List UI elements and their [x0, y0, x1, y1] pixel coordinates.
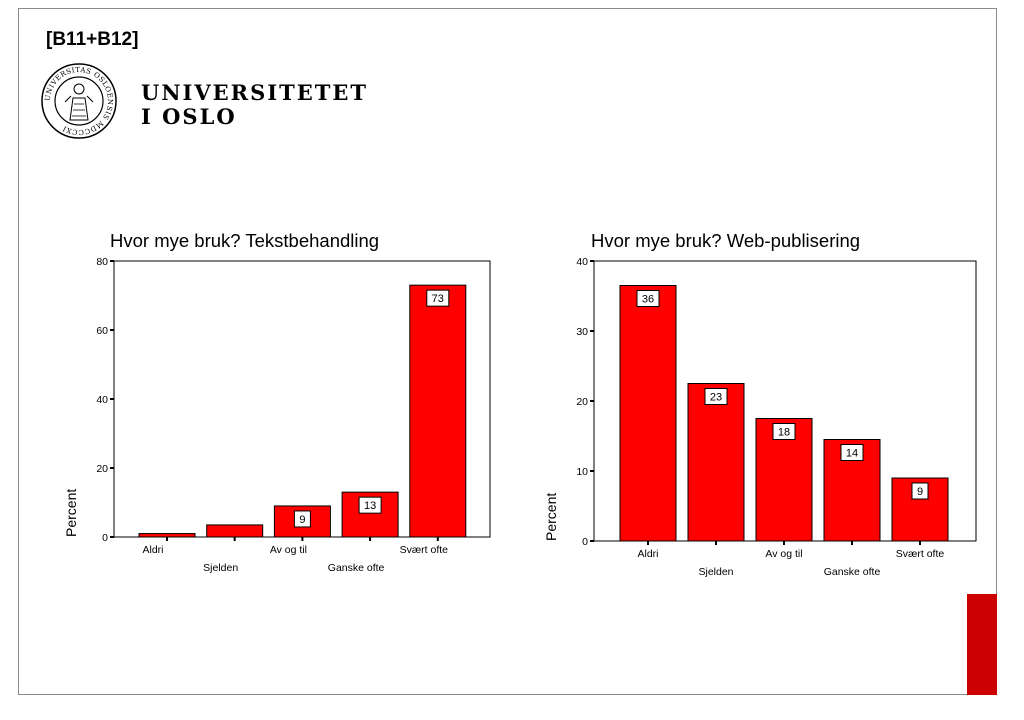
data-label-box	[772, 423, 796, 440]
data-label-box	[636, 290, 660, 307]
y-tick-label: 30	[576, 326, 588, 338]
chart-title: Hvor mye bruk? Web-publisering	[591, 230, 860, 251]
y-tick-label: 0	[582, 536, 588, 548]
data-label: 23	[710, 392, 722, 404]
bar	[687, 383, 745, 542]
data-label: 9	[917, 486, 923, 498]
slide-code: [B11+B12]	[46, 29, 139, 50]
category-label: Av og til	[765, 548, 802, 560]
y-tick-label: 60	[96, 325, 108, 337]
chart-title: Hvor mye bruk? Tekstbehandling	[110, 230, 379, 251]
bar	[409, 284, 467, 538]
data-label: 13	[364, 500, 376, 512]
y-axis-label: Percent	[543, 493, 559, 541]
category-label: Svært ofte	[400, 544, 449, 556]
data-label-box	[840, 444, 864, 461]
bar	[619, 285, 677, 542]
data-label: 73	[432, 293, 444, 305]
y-tick-label: 40	[576, 256, 588, 268]
data-label-box	[911, 482, 929, 500]
corner-accent-bar	[967, 594, 997, 695]
category-label: Sjelden	[698, 566, 733, 578]
logo-line-2: I OSLO	[141, 104, 237, 129]
data-label: 18	[778, 427, 790, 439]
data-label-box	[358, 496, 382, 514]
category-label: Aldri	[637, 548, 658, 560]
category-label: Sjelden	[203, 562, 238, 574]
bar	[206, 524, 264, 538]
university-seal-icon: UNIVERSITAS OSLOENSIS MDCCCXI	[41, 63, 117, 139]
data-label-box	[293, 510, 311, 528]
bar	[138, 533, 196, 538]
y-tick-label: 10	[576, 466, 588, 478]
category-label: Ganske ofte	[328, 562, 385, 574]
y-tick-label: 80	[96, 256, 108, 268]
category-label: Ganske ofte	[824, 566, 881, 578]
y-tick-label: 0	[102, 532, 108, 544]
category-label: Aldri	[142, 544, 163, 556]
data-label-box	[704, 388, 728, 405]
data-label-box	[426, 289, 450, 307]
data-label: 9	[299, 514, 305, 526]
data-label: 14	[846, 448, 858, 460]
category-label: Av og til	[270, 544, 307, 556]
y-tick-label: 20	[576, 396, 588, 408]
university-logo-text: UNIVERSITETET I OSLO	[141, 81, 368, 129]
y-tick-label: 20	[96, 463, 108, 475]
logo-line-1: UNIVERSITETET	[141, 80, 368, 105]
data-label: 36	[642, 294, 654, 306]
y-axis-label: Percent	[63, 489, 79, 537]
y-tick-label: 40	[96, 394, 108, 406]
category-label: Svært ofte	[896, 548, 945, 560]
